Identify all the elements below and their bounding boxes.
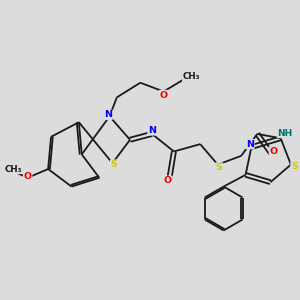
Text: N: N <box>246 140 254 148</box>
Text: CH₃: CH₃ <box>4 164 22 173</box>
Text: S: S <box>111 160 117 169</box>
Text: CH₃: CH₃ <box>183 72 200 81</box>
Text: S: S <box>216 163 223 172</box>
Text: S: S <box>291 162 298 171</box>
Text: O: O <box>164 176 172 185</box>
Text: NH: NH <box>278 128 293 137</box>
Text: O: O <box>269 147 278 156</box>
Text: N: N <box>104 110 112 119</box>
Text: N: N <box>148 126 156 135</box>
Text: O: O <box>160 91 168 100</box>
Text: O: O <box>24 172 32 181</box>
